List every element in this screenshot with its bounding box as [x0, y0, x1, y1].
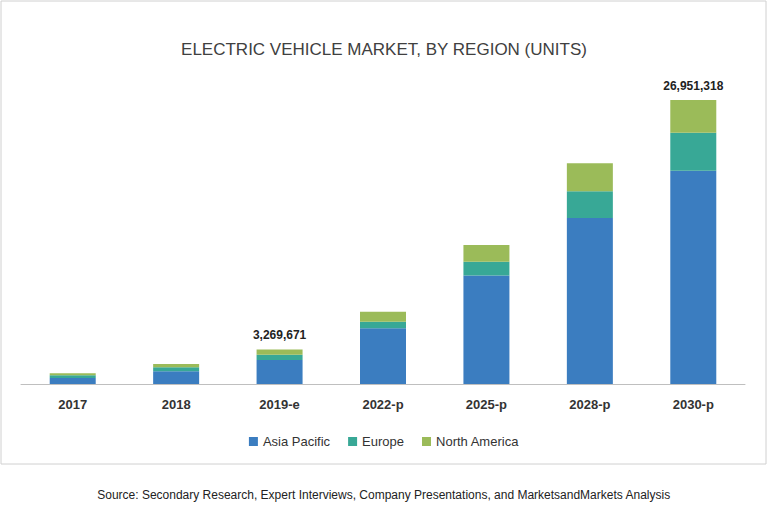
svg-text:ELECTRIC VEHICLE MARKET, BY RE: ELECTRIC VEHICLE MARKET, BY REGION (UNIT…: [181, 40, 587, 59]
svg-text:2030-p: 2030-p: [673, 397, 714, 412]
svg-text:Asia Pacific: Asia Pacific: [263, 434, 331, 449]
svg-text:Europe: Europe: [362, 434, 404, 449]
svg-text:2018: 2018: [162, 397, 191, 412]
svg-text:North America: North America: [436, 434, 519, 449]
svg-text:Source: Secondary Research, Ex: Source: Secondary Research, Expert Inter…: [97, 488, 670, 502]
svg-text:2028-p: 2028-p: [569, 397, 610, 412]
svg-text:2025-p: 2025-p: [466, 397, 507, 412]
svg-text:2017: 2017: [58, 397, 87, 412]
svg-text:2022-p: 2022-p: [362, 397, 403, 412]
svg-text:2019-e: 2019-e: [259, 397, 299, 412]
svg-text:3,269,671: 3,269,671: [253, 328, 307, 342]
svg-text:26,951,318: 26,951,318: [663, 79, 723, 93]
